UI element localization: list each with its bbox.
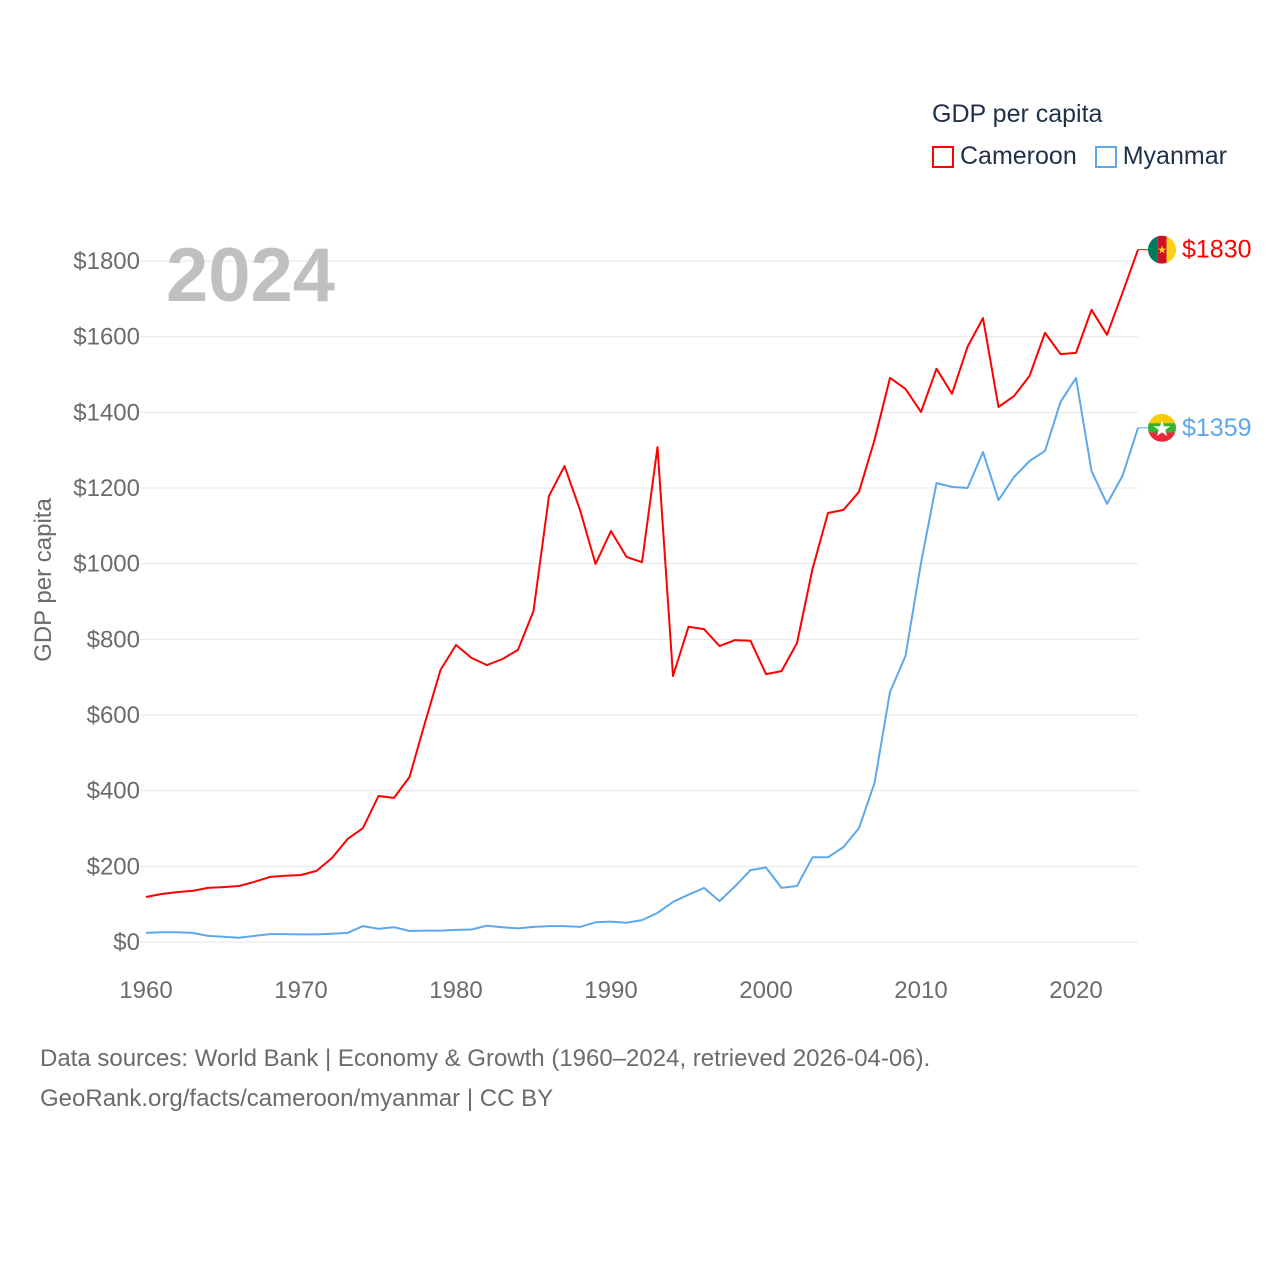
end-value-label: $1359 <box>1182 414 1252 442</box>
x-tick-label: 2000 <box>739 977 792 1004</box>
svg-text:★: ★ <box>1157 245 1167 257</box>
footer-link[interactable]: GeoRank.org/facts/cameroon/myanmar | CC … <box>40 1085 554 1112</box>
x-tick-label: 1990 <box>584 977 637 1004</box>
x-tick-label: 1970 <box>274 977 327 1004</box>
y-tick-label: $400 <box>87 778 140 805</box>
y-tick-label: $1200 <box>73 475 140 502</box>
legend-label: Myanmar <box>1122 142 1227 170</box>
y-tick-label: $1800 <box>73 248 140 275</box>
legend: Cameroon Myanmar <box>932 142 1227 171</box>
legend-swatch-cameroon <box>932 145 954 168</box>
x-tick-label: 1960 <box>119 977 172 1004</box>
x-tick-label: 2020 <box>1049 977 1102 1004</box>
y-tick-labels: $0 $200 $400 $600 $800 $1000 $1200 $1400 $1600 $1… <box>73 248 140 956</box>
footer-sources: Data sources: World Bank | Economy & Gro… <box>40 1045 931 1072</box>
series-lines <box>145 249 1139 939</box>
y-tick-label: $1600 <box>73 324 140 351</box>
flag-cameroon-icon: ★ <box>1148 235 1176 264</box>
line-chart: 2024 GDP per capita $0 $200 $400 $600 $800 $1… <box>30 233 1252 1004</box>
y-axis-label: GDP per capita <box>30 498 57 662</box>
y-tick-label: $0 <box>113 929 140 956</box>
y-tick-label: $1000 <box>73 551 140 578</box>
series-line-cameroon <box>145 249 1139 898</box>
legend-item-myanmar[interactable]: Myanmar <box>1094 142 1227 171</box>
x-tick-labels: 1960 1970 1980 1990 2000 2010 2020 <box>119 977 1102 1004</box>
y-tick-label: $800 <box>87 626 140 653</box>
legend-label: Cameroon <box>960 142 1077 170</box>
y-tick-label: $200 <box>87 853 140 880</box>
flag-myanmar-icon: ★ <box>1148 413 1176 442</box>
svg-text:★: ★ <box>1152 416 1172 441</box>
y-tick-label: $600 <box>87 702 140 729</box>
series-line-myanmar <box>145 376 1139 939</box>
year-watermark: 2024 <box>166 233 335 318</box>
legend-title: GDP per capita <box>932 100 1103 128</box>
end-labels: ★ $1830 ★ $1359 <box>1138 235 1252 442</box>
y-tick-label: $1400 <box>73 399 140 426</box>
legend-item-cameroon[interactable]: Cameroon <box>932 142 1077 171</box>
x-tick-label: 1980 <box>429 977 482 1004</box>
legend-swatch-myanmar <box>1094 145 1117 168</box>
gridlines <box>140 260 1138 943</box>
x-tick-label: 2010 <box>894 977 947 1004</box>
end-value-label: $1830 <box>1182 236 1252 264</box>
